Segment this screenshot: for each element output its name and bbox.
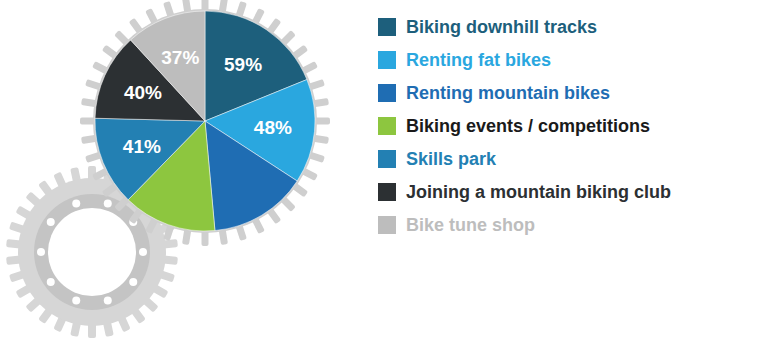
gear-bolt [72,297,80,305]
legend-swatch [378,84,396,102]
gear-ring [34,194,150,310]
gear-bolt [139,248,147,256]
data-label: 37% [161,47,199,68]
gear-hole [48,208,136,296]
gear-body [93,9,317,233]
legend-swatch [378,150,396,168]
gear-bolt [47,218,55,226]
pie-slice [131,11,205,121]
gear-decoration [80,0,330,246]
gear-bolt [72,199,80,207]
data-label: 48% [254,117,292,138]
pie-slice [95,118,205,200]
gear-bolt [37,248,45,256]
legend-label: Joining a mountain biking club [406,182,671,202]
legend-label: Biking events / competitions [406,116,650,136]
legend-label: Renting mountain bikes [406,83,610,103]
legend-label: Biking downhill tracks [406,17,597,37]
gear-bolt [104,297,112,305]
legend-swatch [378,18,396,36]
data-label: 59% [224,54,262,75]
gear-bolt [104,199,112,207]
chart: 59% 48% 41% 40% 37% Biking downhill tracks Ren… [0,0,767,343]
legend: Biking downhill tracks Renting fat bikes R… [378,17,671,235]
legend-swatch [378,216,396,234]
data-label: 41% [123,136,161,157]
legend-label: Renting fat bikes [406,50,551,70]
legend-swatch [378,51,396,69]
data-labels: 59% 48% 41% 40% 37% [123,47,292,157]
gear-bolt [129,278,137,286]
legend-swatch [378,117,396,135]
legend-label: Bike tune shop [406,215,535,235]
pie [95,11,315,231]
gear-bolt [47,278,55,286]
data-label: 40% [124,82,162,103]
legend-label: Skills park [406,149,497,169]
legend-swatch [378,183,396,201]
